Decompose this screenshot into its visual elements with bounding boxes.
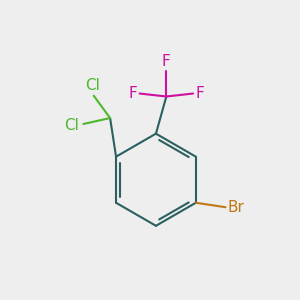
Text: F: F xyxy=(162,54,171,69)
Text: F: F xyxy=(196,86,204,101)
Text: Br: Br xyxy=(228,200,245,215)
Text: Cl: Cl xyxy=(85,78,100,93)
Text: Cl: Cl xyxy=(64,118,79,133)
Text: F: F xyxy=(128,86,137,101)
